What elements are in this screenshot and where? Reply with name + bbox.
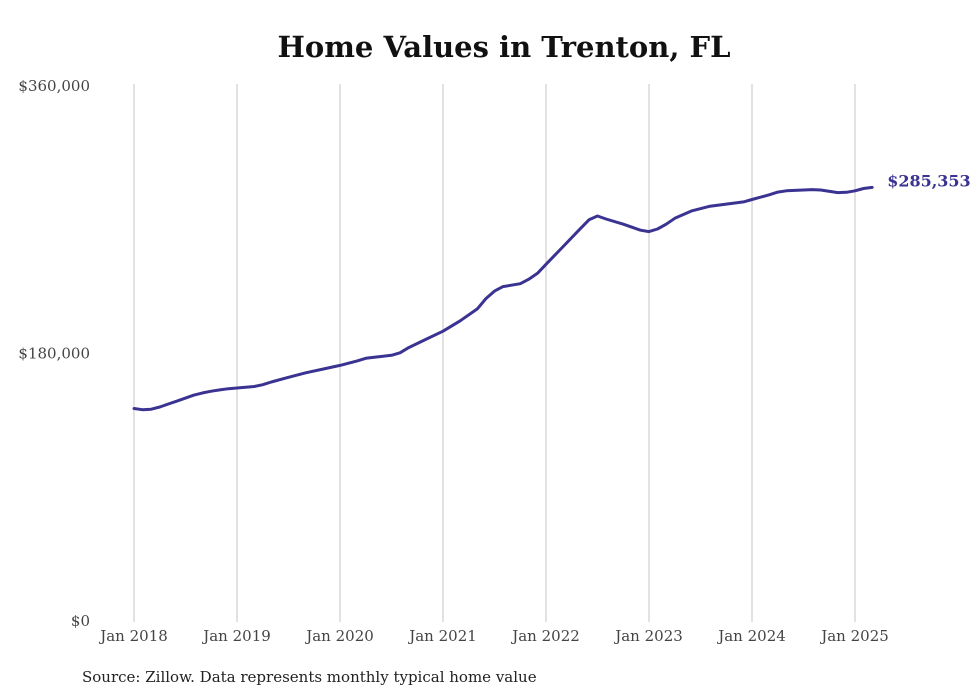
x-tick-label: Jan 2024: [716, 627, 786, 645]
y-tick-label: $180,000: [18, 345, 90, 363]
x-tick-label: Jan 2020: [304, 627, 374, 645]
x-tick-label: Jan 2021: [407, 627, 477, 645]
x-tick-label: Jan 2019: [201, 627, 271, 645]
x-tick-label: Jan 2025: [819, 627, 889, 645]
end-value-label: $285,353: [887, 171, 971, 190]
chart-title: Home Values in Trenton, FL: [277, 30, 731, 64]
series-line: [132, 185, 874, 412]
y-tick-label: $0: [71, 612, 90, 630]
source-note: Source: Zillow. Data represents monthly …: [82, 668, 537, 686]
x-tick-label: Jan 2018: [98, 627, 168, 645]
y-tick-label: $360,000: [18, 77, 90, 95]
x-tick-label: Jan 2023: [613, 627, 683, 645]
line-chart: $360,000 $180,000 $0 Jan 2018 Jan 2019 Jan 2…: [18, 77, 971, 645]
x-tick-label: Jan 2022: [510, 627, 580, 645]
